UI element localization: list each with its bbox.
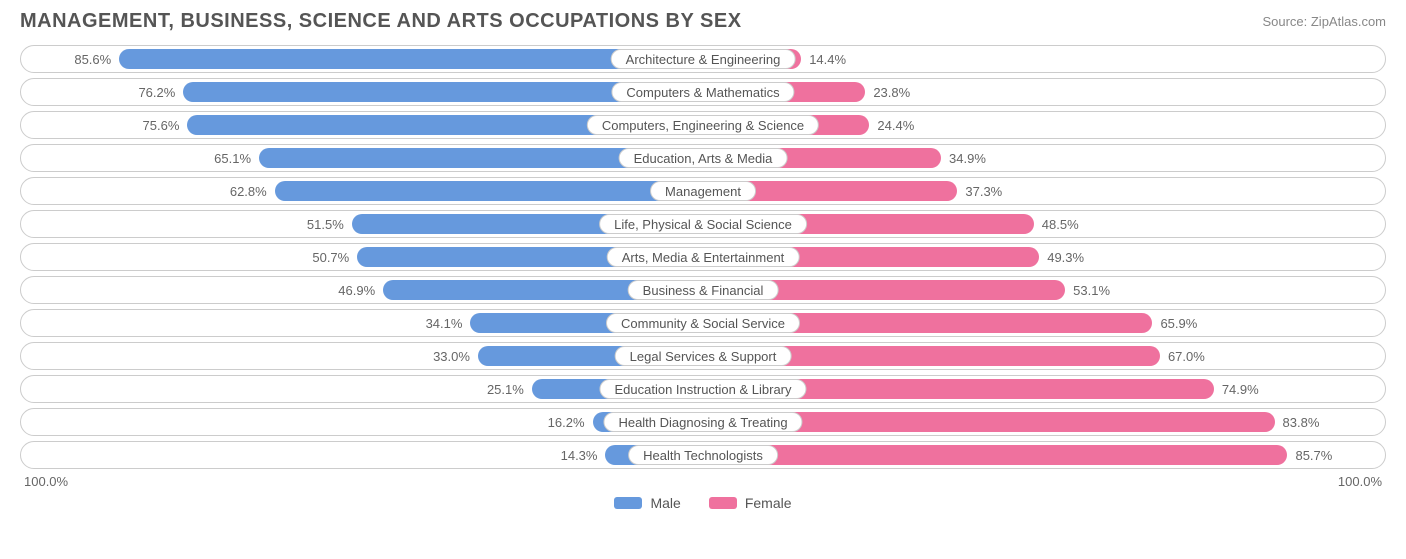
table-row: 25.1% 74.9% Education Instruction & Librar…: [20, 375, 1386, 403]
female-pct-label: 53.1%: [1073, 277, 1110, 303]
male-pct-label: 14.3%: [561, 442, 598, 468]
female-pct-label: 37.3%: [965, 178, 1002, 204]
male-pct-label: 51.5%: [307, 211, 344, 237]
legend: Male Female: [20, 495, 1386, 511]
legend-female-label: Female: [745, 495, 792, 511]
male-pct-label: 85.6%: [74, 46, 111, 72]
male-pct-label: 25.1%: [487, 376, 524, 402]
female-bar: [703, 445, 1287, 465]
table-row: 51.5% 48.5% Life, Physical & Social Scienc…: [20, 210, 1386, 238]
female-pct-label: 83.8%: [1283, 409, 1320, 435]
diverging-bar-chart: 85.6% 14.4% Architecture & Engineering 76.2…: [20, 45, 1386, 469]
category-label: Computers, Engineering & Science: [587, 115, 819, 135]
category-label: Management: [650, 181, 756, 201]
category-label: Architecture & Engineering: [611, 49, 796, 69]
female-pct-label: 24.4%: [877, 112, 914, 138]
male-bar: [275, 181, 703, 201]
category-label: Life, Physical & Social Science: [599, 214, 807, 234]
female-swatch: [709, 497, 737, 509]
table-row: 46.9% 53.1% Business & Financial: [20, 276, 1386, 304]
male-pct-label: 76.2%: [138, 79, 175, 105]
table-row: 50.7% 49.3% Arts, Media & Entertainment: [20, 243, 1386, 271]
chart-header: MANAGEMENT, BUSINESS, SCIENCE AND ARTS O…: [20, 10, 1386, 33]
male-pct-label: 34.1%: [426, 310, 463, 336]
category-label: Education Instruction & Library: [599, 379, 806, 399]
table-row: 16.2% 83.8% Health Diagnosing & Treating: [20, 408, 1386, 436]
legend-male-label: Male: [650, 495, 680, 511]
male-pct-label: 46.9%: [338, 277, 375, 303]
female-pct-label: 49.3%: [1047, 244, 1084, 270]
female-pct-label: 14.4%: [809, 46, 846, 72]
category-label: Computers & Mathematics: [611, 82, 794, 102]
female-pct-label: 48.5%: [1042, 211, 1079, 237]
female-pct-label: 34.9%: [949, 145, 986, 171]
female-pct-label: 23.8%: [873, 79, 910, 105]
female-pct-label: 85.7%: [1295, 442, 1332, 468]
male-pct-label: 16.2%: [548, 409, 585, 435]
axis-left-label: 100.0%: [24, 474, 68, 489]
male-pct-label: 65.1%: [214, 145, 251, 171]
table-row: 62.8% 37.3% Management: [20, 177, 1386, 205]
table-row: 34.1% 65.9% Community & Social Service: [20, 309, 1386, 337]
male-pct-label: 33.0%: [433, 343, 470, 369]
x-axis: 100.0% 100.0%: [20, 474, 1386, 489]
chart-title: MANAGEMENT, BUSINESS, SCIENCE AND ARTS O…: [20, 10, 742, 33]
table-row: 75.6% 24.4% Computers, Engineering & Scien…: [20, 111, 1386, 139]
male-swatch: [614, 497, 642, 509]
legend-male: Male: [614, 495, 680, 511]
female-pct-label: 74.9%: [1222, 376, 1259, 402]
table-row: 76.2% 23.8% Computers & Mathematics: [20, 78, 1386, 106]
female-pct-label: 65.9%: [1160, 310, 1197, 336]
axis-right-label: 100.0%: [1338, 474, 1382, 489]
female-pct-label: 67.0%: [1168, 343, 1205, 369]
category-label: Business & Financial: [628, 280, 779, 300]
table-row: 14.3% 85.7% Health Technologists: [20, 441, 1386, 469]
category-label: Health Technologists: [628, 445, 778, 465]
category-label: Arts, Media & Entertainment: [607, 247, 800, 267]
table-row: 85.6% 14.4% Architecture & Engineering: [20, 45, 1386, 73]
table-row: 33.0% 67.0% Legal Services & Support: [20, 342, 1386, 370]
category-label: Legal Services & Support: [615, 346, 792, 366]
male-pct-label: 62.8%: [230, 178, 267, 204]
chart-source: Source: ZipAtlas.com: [1262, 14, 1386, 29]
category-label: Health Diagnosing & Treating: [603, 412, 802, 432]
table-row: 65.1% 34.9% Education, Arts & Media: [20, 144, 1386, 172]
category-label: Community & Social Service: [606, 313, 800, 333]
legend-female: Female: [709, 495, 792, 511]
male-pct-label: 50.7%: [312, 244, 349, 270]
male-pct-label: 75.6%: [143, 112, 180, 138]
category-label: Education, Arts & Media: [619, 148, 788, 168]
